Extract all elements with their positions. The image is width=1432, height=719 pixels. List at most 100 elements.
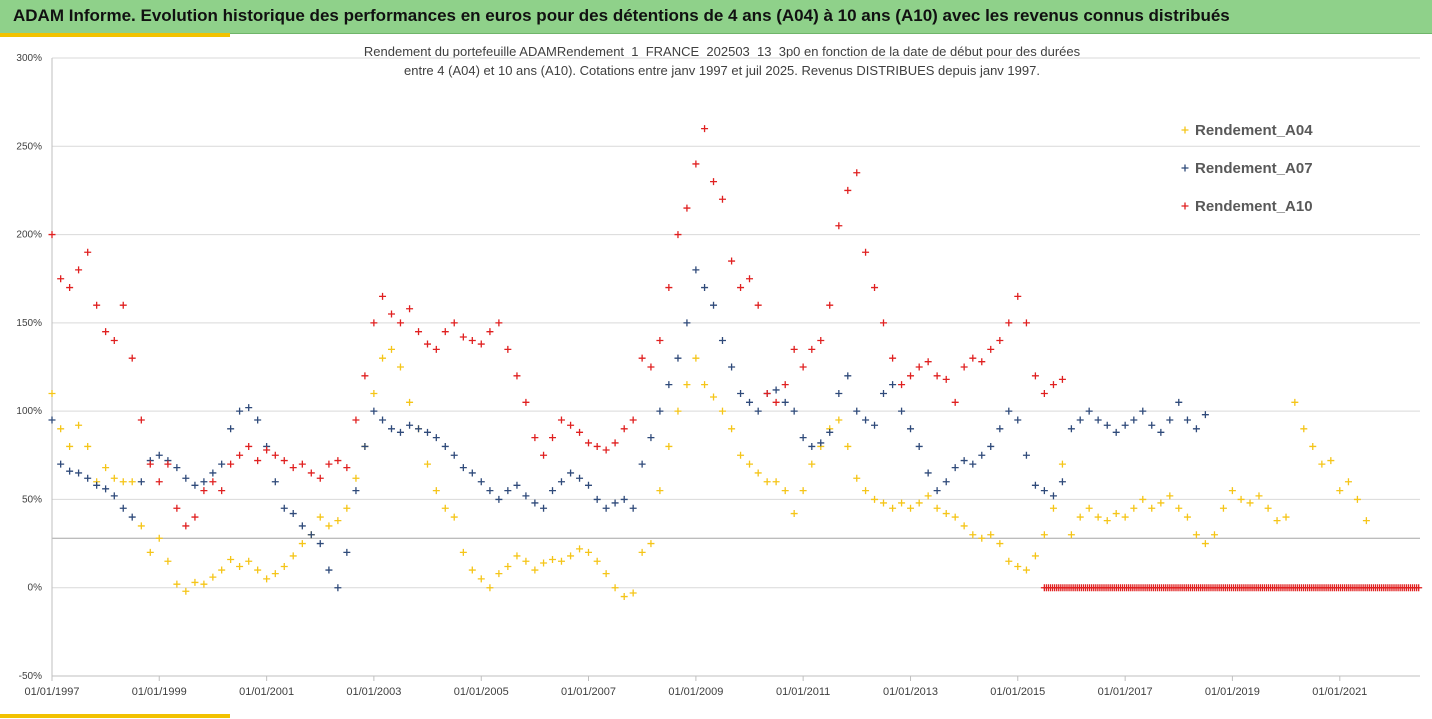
data-point [1058,478,1066,486]
y-tick-label: 0% [28,583,43,594]
data-point [343,464,351,472]
data-point [57,460,65,468]
data-point [343,504,351,512]
data-point [978,451,986,459]
data-point [1049,492,1057,500]
data-point [173,464,181,472]
data-point [1255,492,1263,500]
data-point [1067,531,1075,539]
x-tick-label: 01/01/1997 [24,686,79,698]
data-point [1040,487,1048,495]
data-point [1309,442,1317,450]
data-point [549,487,557,495]
data-point [271,570,279,578]
data-point [110,474,118,482]
data-point [862,487,870,495]
data-point [1192,425,1200,433]
x-tick-label: 01/01/2021 [1312,686,1367,698]
accent-bar-top [0,33,230,37]
data-point [576,428,584,436]
data-point [576,474,584,482]
data-point [370,319,378,327]
data-point [531,566,539,574]
data-point [504,563,512,571]
x-tick-label: 01/01/2001 [239,686,294,698]
data-point [942,375,950,383]
data-point [191,578,199,586]
data-point [996,540,1004,548]
data-point [1040,389,1048,397]
data-point [1148,504,1156,512]
data-point [942,478,950,486]
data-series [48,125,1423,601]
data-point [155,451,163,459]
data-point [754,407,762,415]
data-point [1121,513,1129,521]
data-point [164,460,172,468]
data-point [781,487,789,495]
data-point [173,580,181,588]
data-point [620,495,628,503]
data-point [808,442,816,450]
data-point [316,513,324,521]
data-point [746,398,754,406]
data-point [396,319,404,327]
data-point [379,416,387,424]
data-point [602,446,610,454]
data-point [647,540,655,548]
data-point [289,464,297,472]
data-point [1344,478,1352,486]
data-point [254,457,262,465]
data-point [1005,557,1013,565]
data-point [450,513,458,521]
data-point [128,354,136,362]
y-tick-label: 100% [16,406,42,417]
data-point [486,584,494,592]
data-point [119,301,127,309]
data-point [557,416,565,424]
data-point [352,487,360,495]
series-rendement_a04 [48,345,1370,601]
data-point [1139,495,1147,503]
legend-marker [1181,164,1189,172]
x-tick-label: 01/01/2011 [776,686,830,698]
data-point [66,284,74,292]
data-point [325,522,333,530]
data-point [1415,584,1423,592]
data-point [620,593,628,601]
data-point [1014,292,1022,300]
data-point [459,464,467,472]
data-point [602,504,610,512]
data-point [1121,421,1129,429]
data-point [298,522,306,530]
data-point [996,337,1004,345]
data-point [1157,428,1165,436]
data-point [835,416,843,424]
data-point [209,573,217,581]
data-point [1148,421,1156,429]
data-point [772,478,780,486]
data-point [593,557,601,565]
data-point [218,460,226,468]
x-tick-label: 01/01/2019 [1205,686,1260,698]
legend-label: Rendement_A04 [1195,122,1313,139]
data-point [334,517,342,525]
data-point [316,540,324,548]
data-point [119,478,127,486]
data-point [799,434,807,442]
data-point [1112,428,1120,436]
y-tick-label: 250% [16,141,42,152]
data-point [844,186,852,194]
data-point [889,381,897,389]
data-point [146,460,154,468]
data-point [415,328,423,336]
data-point [110,492,118,500]
data-point [477,478,485,486]
data-point [164,557,172,565]
data-point [137,522,145,530]
data-point [718,195,726,203]
data-point [280,504,288,512]
data-point [647,363,655,371]
data-point [334,457,342,465]
data-point [227,425,235,433]
